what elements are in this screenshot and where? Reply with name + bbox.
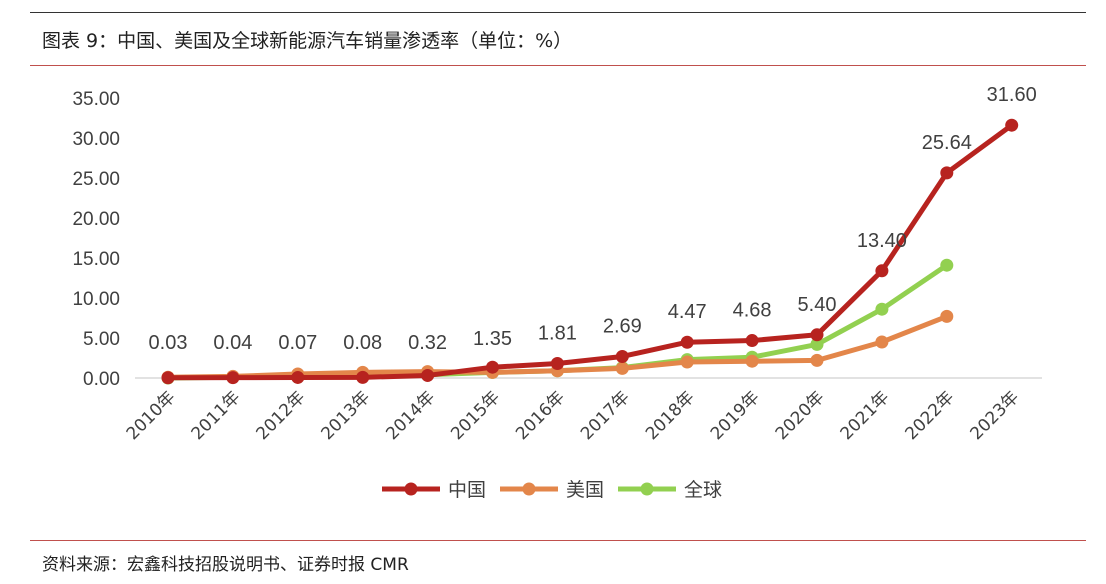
data-label: 0.04 [213,332,252,354]
data-point [745,354,759,368]
top-rule [30,12,1086,13]
data-point [810,353,824,367]
x-tick-label: 2016年 [512,387,569,444]
x-tick-label: 2013年 [317,387,374,444]
x-tick-label: 2015年 [447,387,504,444]
title-divider [30,65,1086,66]
source-note: 资料来源：宏鑫科技招股说明书、证券时报 CMR [42,555,409,575]
data-label: 4.47 [668,301,707,323]
data-point [810,328,824,342]
y-tick-label: 25.00 [72,169,120,190]
x-tick-label: 2014年 [382,387,439,444]
data-label: 1.81 [538,323,577,345]
data-point [875,264,889,278]
data-label: 31.60 [987,84,1037,106]
data-point [356,370,370,384]
y-tick-label: 15.00 [72,249,120,270]
legend-label: 全球 [684,479,722,501]
data-point [940,309,954,323]
y-tick-label: 10.00 [72,289,120,310]
data-point [615,361,629,375]
data-label: 13.40 [857,230,907,252]
data-point [940,258,954,272]
chart-title: 图表 9：中国、美国及全球新能源汽车销量渗透率（单位：%） [42,30,573,52]
data-point [680,355,694,369]
data-label: 5.40 [798,294,837,316]
data-point [680,335,694,349]
data-point [940,166,954,180]
data-point [810,337,824,351]
data-point [745,334,759,348]
x-tick-label: 2019年 [707,387,764,444]
data-point [161,371,175,385]
data-label: 25.64 [922,132,972,154]
data-point [615,349,629,363]
x-tick-label: 2011年 [188,387,245,444]
y-tick-label: 20.00 [72,209,120,230]
data-label: 0.32 [408,332,447,354]
data-point [875,335,889,349]
y-tick-label: 0.00 [83,369,120,390]
legend-marker [404,482,418,496]
x-tick-label: 2023年 [966,387,1023,444]
data-label: 0.07 [278,332,317,354]
x-tick-label: 2010年 [123,387,180,444]
data-point [1005,118,1019,132]
data-point [486,360,499,374]
x-tick-label: 2022年 [902,387,959,444]
data-point [875,302,889,316]
data-label: 0.08 [343,332,382,354]
legend-label: 中国 [448,479,486,501]
data-label: 0.03 [149,332,188,354]
data-point [550,357,564,371]
x-tick-label: 2020年 [772,387,829,444]
data-point [226,371,240,385]
data-label: 2.69 [603,315,642,337]
x-tick-label: 2017年 [577,387,634,444]
x-tick-label: 2012年 [253,387,310,444]
y-tick-label: 35.00 [72,89,120,110]
legend-label: 美国 [566,479,604,501]
legend-marker [640,482,654,496]
series-line-中国 [167,123,1014,381]
y-tick-label: 30.00 [72,129,120,150]
x-tick-label: 2018年 [642,387,699,444]
data-label: 4.68 [733,300,772,322]
data-point [421,368,435,382]
legend-marker [522,482,536,496]
y-tick-label: 5.00 [83,329,120,350]
x-tick-label: 2021年 [837,387,894,444]
data-label: 1.35 [473,328,512,350]
source-divider [30,540,1086,541]
data-point [291,370,305,384]
